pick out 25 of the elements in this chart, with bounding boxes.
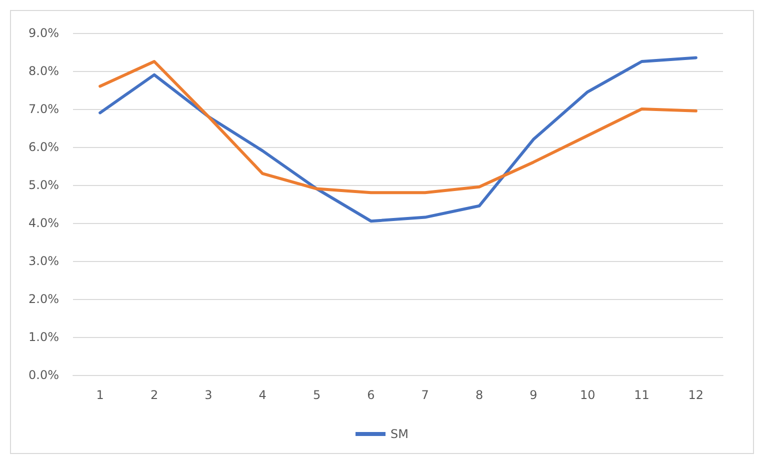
y-tick-label: 7.0%: [28, 102, 59, 116]
x-tick-label: 5: [312, 388, 321, 402]
y-tick-label: 3.0%: [28, 254, 59, 268]
line-series: [98, 56, 698, 223]
x-tick-label: 9: [530, 388, 538, 402]
x-tick-label: 1: [96, 388, 104, 402]
y-tick-label: 9.0%: [28, 26, 59, 40]
x-tick-label: 11: [634, 388, 650, 402]
y-tick-label: 0.0%: [28, 368, 59, 382]
legend-label: SM: [390, 427, 408, 441]
y-tick-label: 8.0%: [28, 64, 59, 78]
x-tick-label: 8: [475, 388, 484, 402]
x-tick-label: 6: [367, 388, 375, 402]
x-tick-label: 7: [421, 388, 429, 402]
x-tick-label: 12: [688, 388, 704, 402]
x-tick-label: 10: [580, 388, 596, 402]
x-tick-label: 2: [150, 388, 158, 402]
x-tick-label: 3: [204, 388, 212, 402]
line-series: [98, 60, 698, 194]
y-tick-label: 1.0%: [28, 330, 59, 344]
x-tick-label: 4: [258, 388, 266, 402]
y-tick-label: 4.0%: [28, 216, 59, 230]
y-tick-label: 6.0%: [28, 140, 59, 154]
y-tick-label: 5.0%: [28, 178, 59, 192]
y-tick-label: 2.0%: [28, 292, 59, 306]
